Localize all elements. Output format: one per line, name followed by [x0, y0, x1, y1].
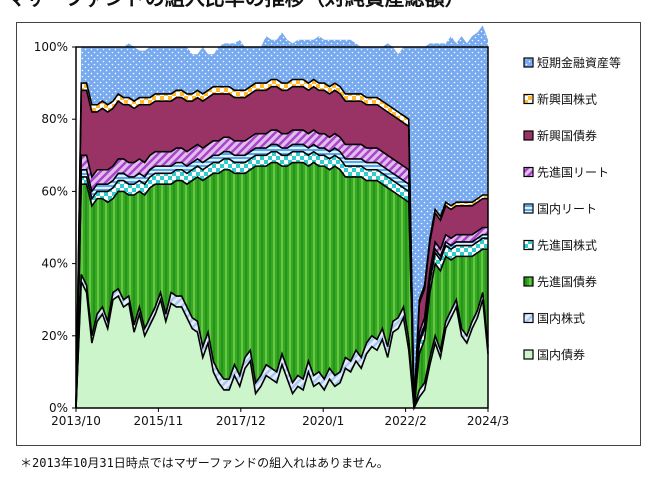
boundary-line-1 [75, 281, 489, 411]
legend-label: 新興国債券 [537, 128, 597, 143]
plot-area [75, 46, 489, 409]
legend-swatch [523, 57, 534, 68]
footnote: ＊2013年10月31日時点ではマザーファンドの組入れはありません。 [20, 456, 389, 470]
legend-swatch [523, 276, 534, 287]
legend-label: 国内リート [537, 202, 597, 216]
legend-swatch [523, 93, 534, 105]
x-tick-label: 2022/2 [384, 414, 426, 428]
boundary-line-2 [75, 274, 489, 409]
x-tick-label: 2024/3 [467, 414, 509, 428]
legend-swatch [523, 166, 534, 178]
x-tick-label: 2020/1 [302, 414, 344, 428]
x-tick-label: 2015/11 [133, 414, 183, 428]
area-series-3 [76, 162, 488, 408]
legend-swatch [523, 130, 534, 141]
boundary-line-8 [75, 78, 488, 409]
legend-label: 国内株式 [537, 311, 585, 326]
y-tick-label: 80% [41, 112, 68, 126]
legend-swatch [523, 312, 534, 324]
area-series-1 [76, 281, 488, 408]
x-tick-label: 2013/10 [51, 414, 101, 428]
boundary-line-6 [75, 129, 488, 409]
legend-label: 先進国株式 [537, 238, 597, 253]
x-tick-label: 2017/12 [216, 414, 266, 428]
area-series-7 [76, 86, 488, 409]
legend-swatch [523, 239, 534, 251]
legend-label: 先進国リート [537, 166, 609, 180]
legend-swatch [523, 203, 534, 214]
legend-label: 先進国債券 [537, 274, 597, 289]
legend-label: 短期金融資産等 [537, 55, 621, 70]
legend-swatch [523, 349, 534, 360]
area-series-9 [76, 25, 488, 409]
y-tick-label: 60% [41, 184, 68, 198]
y-tick-label: 0% [49, 401, 68, 415]
boundary-line-3 [75, 161, 488, 409]
y-tick-label: 20% [41, 329, 68, 343]
chart-title: マザーファンドの組入比率の推移（対純資産総額） [0, 0, 648, 11]
y-tick-label: 100% [34, 40, 68, 54]
y-tick-label: 40% [41, 257, 68, 271]
legend-label: 新興国株式 [537, 92, 597, 107]
legend-label: 国内債券 [537, 347, 585, 362]
